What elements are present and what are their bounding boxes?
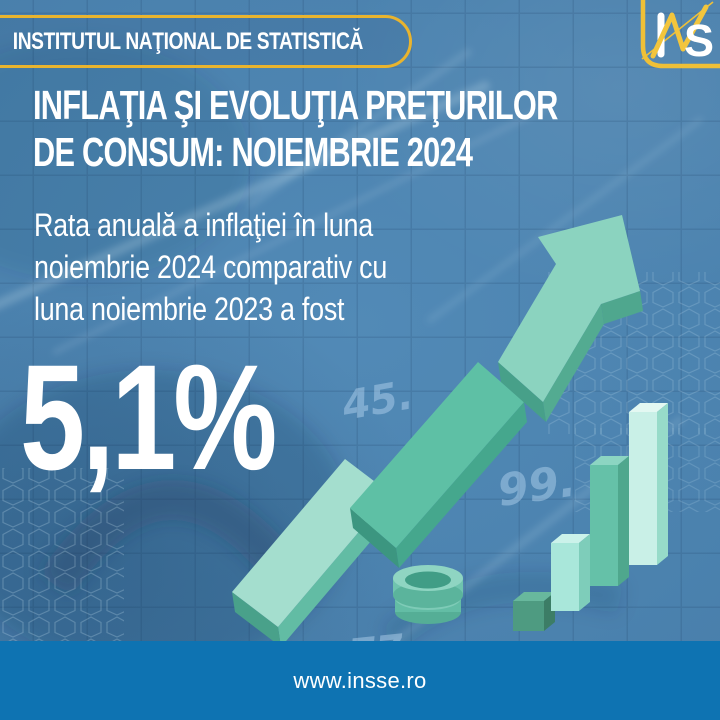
page-title: INFLAŢIA ŞI EVOLUŢIA PREŢURILOR DE CONSU…: [33, 82, 558, 176]
upward-arrow-graphic: [232, 215, 643, 647]
title-line-1: INFLAŢIA ŞI EVOLUŢIA PREŢURILOR: [33, 82, 558, 128]
footer-bar: www.insse.ro: [0, 641, 720, 720]
logo-frame: [640, 0, 720, 69]
coin-stack-graphic: [393, 565, 463, 624]
title-line-2: DE CONSUM: NOIEMBRIE 2024: [33, 129, 473, 175]
bar-4: [629, 403, 668, 565]
inflation-rate-value: 5,1%: [20, 333, 277, 501]
institution-name: INSTITUTUL NAŢIONAL DE STATISTICĂ: [12, 27, 364, 55]
bg-number-99: 99.: [494, 456, 578, 517]
arrow-segment-head: [498, 215, 643, 422]
bar-1-cube: [513, 592, 555, 631]
footer-url: www.insse.ro: [293, 667, 427, 693]
subtitle-line-3: luna noiembrie 2023 a fost: [34, 291, 345, 327]
bar-2: [551, 534, 590, 611]
growth-bars-graphic: [513, 403, 668, 631]
logo-zigzag-icon: [650, 4, 709, 59]
subtitle-line-1: Rata anuală a inflaţiei în luna: [34, 207, 373, 243]
institution-banner: INSTITUTUL NAŢIONAL DE STATISTICĂ: [0, 15, 412, 68]
ins-logo: S: [640, 0, 720, 69]
bar-3: [590, 456, 629, 586]
subtitle: Rata anuală a inflaţiei în luna noiembri…: [34, 204, 387, 330]
arrow-segment-middle: [350, 362, 527, 568]
subtitle-line-2: noiembrie 2024 comparativ cu: [34, 249, 388, 285]
logo-letter-s: S: [684, 15, 714, 66]
